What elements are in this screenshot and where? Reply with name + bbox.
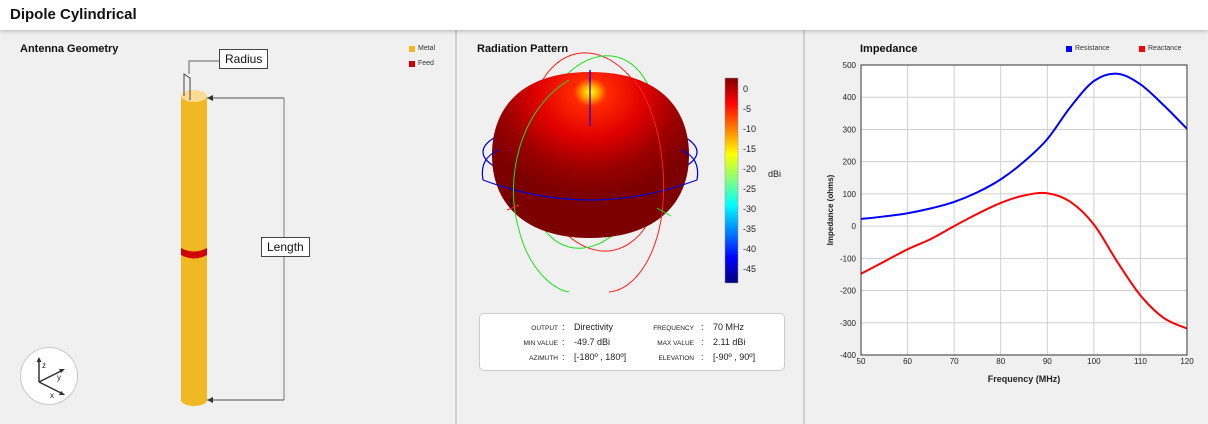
cbar-tick: -15 xyxy=(743,144,757,154)
cbar-tick: -30 xyxy=(743,204,757,214)
svg-text:70: 70 xyxy=(950,357,959,366)
svg-text:-400: -400 xyxy=(840,351,857,360)
frequency-key: FREQUENCY xyxy=(653,325,694,332)
colon: : xyxy=(562,337,565,347)
colon: : xyxy=(562,352,565,362)
svg-text:-300: -300 xyxy=(840,319,857,328)
legend-feed-label: Feed xyxy=(418,60,434,67)
y-axis-ticks: 500 400 300 200 100 0 -100 -200 -300 -400 xyxy=(840,61,857,360)
legend-feed: Feed xyxy=(409,60,434,67)
output-key: OUTPUT xyxy=(531,325,558,332)
colorbar-unit: dBi xyxy=(768,169,782,179)
svg-text:50: 50 xyxy=(857,357,866,366)
axes-orientation-widget[interactable]: z y x xyxy=(20,347,78,405)
colorbar-ticks: 0 -5 -10 -15 -20 -25 -30 -35 -40 -45 xyxy=(743,79,756,279)
elevation-key: ELEVATION xyxy=(658,355,694,362)
y-axis-label: Impedance (ohms) xyxy=(826,174,835,245)
length-label: Length xyxy=(261,237,310,257)
svg-text:100: 100 xyxy=(1087,357,1101,366)
legend-metal-label: Metal xyxy=(418,45,436,52)
legend-metal: Metal xyxy=(409,45,435,52)
legend-reactance-label: Reactance xyxy=(1148,45,1182,52)
max-value: 2.11 dBi xyxy=(713,337,746,347)
legend-resistance-label: Resistance xyxy=(1075,45,1110,52)
colon: : xyxy=(562,322,565,332)
cbar-tick: -10 xyxy=(743,124,757,134)
x-axis-label: Frequency (MHz) xyxy=(988,374,1061,384)
min-value-key: MIN VALUE xyxy=(523,340,558,347)
svg-text:110: 110 xyxy=(1134,357,1147,366)
axes-triad-icon: z y x xyxy=(36,357,65,400)
impedance-panel: Impedance Resistance Reactance 500 400 300… xyxy=(807,30,1208,424)
impedance-title: Impedance xyxy=(860,43,918,55)
x-axis-ticks: 50 60 70 80 90 100 110 120 xyxy=(857,357,1195,366)
svg-text:z: z xyxy=(42,361,46,370)
svg-text:90: 90 xyxy=(1043,357,1052,366)
window-title: Dipole Cylindrical xyxy=(10,6,137,23)
cbar-tick: -35 xyxy=(743,224,757,234)
cbar-tick: 0 xyxy=(743,84,749,94)
svg-text:400: 400 xyxy=(843,93,857,102)
svg-text:60: 60 xyxy=(903,357,912,366)
resistance-swatch xyxy=(1066,45,1072,52)
svg-text:500: 500 xyxy=(843,61,857,70)
colon: : xyxy=(701,337,704,347)
cbar-tick: -5 xyxy=(743,104,752,114)
resistance-line xyxy=(860,72,1188,221)
max-value-key: MAX VALUE xyxy=(657,340,694,347)
pattern-info-box: OUTPUT : Directivity MIN VALUE : -49.7 d… xyxy=(479,313,785,371)
svg-text:120: 120 xyxy=(1180,357,1194,366)
svg-text:-100: -100 xyxy=(840,254,857,263)
min-value: -49.7 dBi xyxy=(574,337,611,347)
svg-text:300: 300 xyxy=(843,125,857,134)
svg-text:-200: -200 xyxy=(840,287,857,296)
antenna-geometry-panel: Antenna Geometry Metal Feed Radius Lengt… xyxy=(0,30,457,424)
geometry-title: Antenna Geometry xyxy=(20,43,119,55)
reactance-line xyxy=(860,191,1188,330)
azimuth-key: AZIMUTH xyxy=(529,355,558,362)
pattern-surface xyxy=(492,72,689,238)
cbar-tick: -45 xyxy=(743,264,757,274)
output-value: Directivity xyxy=(574,322,614,332)
svg-text:0: 0 xyxy=(852,222,857,231)
cbar-tick: -40 xyxy=(743,244,757,254)
svg-text:80: 80 xyxy=(996,357,1005,366)
colon: : xyxy=(701,322,704,332)
colon: : xyxy=(701,352,704,362)
radius-label: Radius xyxy=(219,49,269,69)
elevation-value: [-90º , 90º] xyxy=(713,352,756,362)
cbar-tick: -25 xyxy=(743,184,757,194)
pattern-title: Radiation Pattern xyxy=(477,43,569,55)
frequency-value: 70 MHz xyxy=(713,322,745,332)
colorbar xyxy=(724,77,739,284)
reactance-swatch xyxy=(1139,45,1145,52)
metal-swatch xyxy=(409,45,415,52)
legend-resistance: Resistance xyxy=(1066,45,1110,52)
title-bar: Dipole Cylindrical xyxy=(0,0,1208,30)
impedance-chart[interactable]: 500 400 300 200 100 0 -100 -200 -300 -400 50 60 70 8… xyxy=(807,30,1208,424)
svg-text:y: y xyxy=(57,373,61,382)
radiation-pattern-panel: Radiation Pattern xyxy=(459,30,805,424)
svg-text:x: x xyxy=(50,391,54,400)
legend-reactance: Reactance xyxy=(1139,45,1181,52)
svg-text:100: 100 xyxy=(843,190,857,199)
svg-text:200: 200 xyxy=(843,158,857,167)
dipole-drawing[interactable] xyxy=(0,30,457,424)
azimuth-value: [-180º , 180º] xyxy=(574,352,627,362)
cbar-tick: -20 xyxy=(743,164,757,174)
radiation-pattern-3d-plot[interactable] xyxy=(459,30,805,310)
feed-swatch xyxy=(409,60,415,67)
